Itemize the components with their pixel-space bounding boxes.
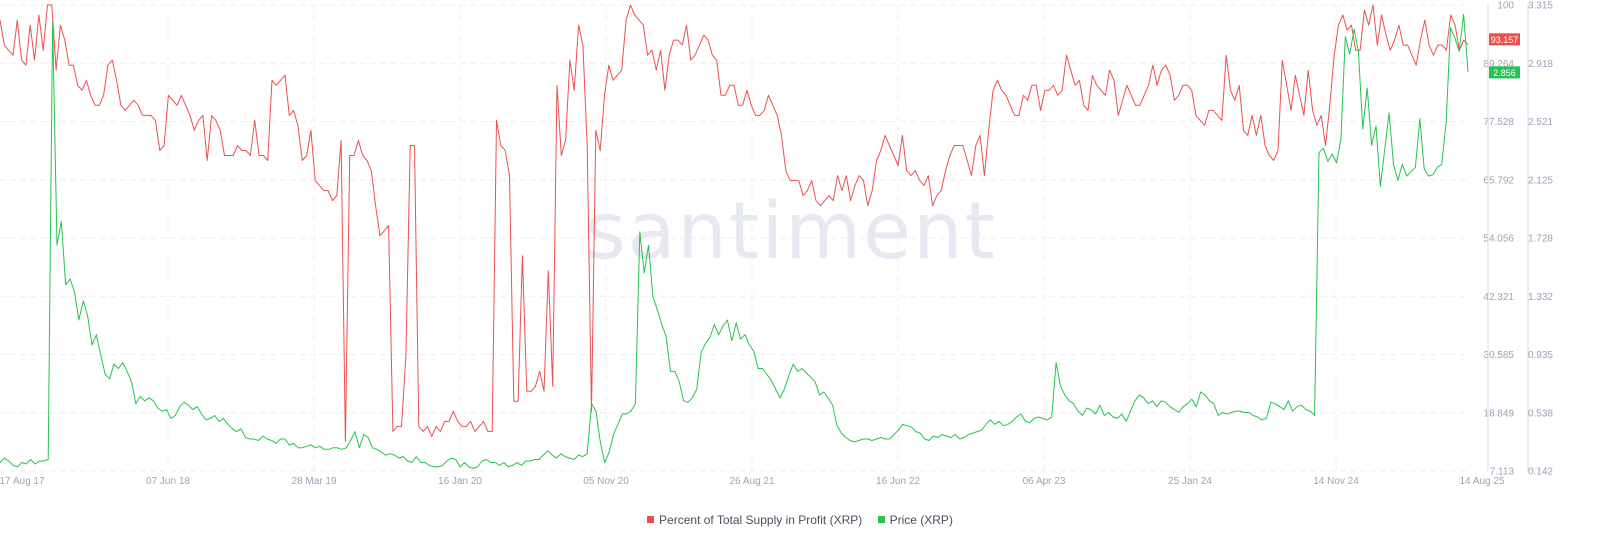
y-right-tick-label: 3.315 [1528,1,1553,12]
legend-item-profit[interactable]: Percent of Total Supply in Profit (XRP) [647,513,862,527]
series-layer [0,4,1469,469]
legend: Percent of Total Supply in Profit (XRP) … [0,512,1600,527]
y-left-tick-label: 54.056 [1483,234,1514,245]
legend-label-price: Price (XRP) [889,512,953,527]
y-left-tick-label: 100 [1497,1,1514,12]
x-tick-label: 17 Aug 17 [0,476,45,487]
santiment-watermark: santiment [585,187,997,277]
x-tick-label: 14 Aug 25 [1459,476,1504,487]
x-tick-label: 16 Jun 22 [876,476,920,487]
y-right-tick-label: 2.521 [1528,117,1553,128]
y-right-tick-label: 0.538 [1528,408,1553,419]
y-right-tick-label: 0.142 [1528,467,1553,478]
y-left-tick-label: 89.264 [1483,59,1514,70]
watermark-dot [972,230,980,238]
price-last-value-badge-text: 2.856 [1493,68,1516,78]
y-left-tick-label: 42.321 [1483,292,1514,303]
profit-last-value-badge-text: 93.157 [1491,35,1519,45]
x-tick-label: 26 Aug 21 [729,476,774,487]
y-right-tick-label: 2.918 [1528,59,1553,70]
y-right-tick-label: 1.728 [1528,234,1553,245]
profit-last-value-badge: 93.157 [1489,33,1520,46]
x-tick-label: 16 Jan 20 [438,476,482,487]
price-last-value-badge-bg [1489,66,1520,79]
legend-swatch-profit [647,516,655,523]
x-tick-label: 25 Jan 24 [1168,476,1212,487]
y-left-tick-label: 7.113 [1490,467,1515,478]
x-tick-label: 28 Mar 19 [291,476,336,487]
x-tick-label: 06 Apr 23 [1023,476,1066,487]
price-last-value-badge: 2.856 [1489,66,1520,79]
x-tick-label: 14 Nov 24 [1313,476,1359,487]
grid-layer [0,4,1468,472]
y-left-tick-label: 77.528 [1483,117,1514,128]
profit-line[interactable] [0,4,1469,442]
y-left-tick-label: 30.585 [1483,350,1514,361]
x-tick-label: 07 Jun 18 [146,476,190,487]
price-line[interactable] [0,14,1469,469]
profit-last-value-badge-bg [1489,33,1520,46]
y-right-tick-label: 2.125 [1528,175,1553,186]
legend-swatch-price [877,516,885,523]
label-layer: 93.157 2.856 [1489,33,1520,79]
y-left-tick-label: 18.849 [1483,408,1514,419]
legend-label-profit: Percent of Total Supply in Profit (XRP) [659,512,863,527]
axis-layer: 100 89.264 77.528 65.792 54.056 42.321 30.585 1… [0,1,1553,488]
y-right-tick-label: 1.332 [1528,292,1553,303]
y-left-tick-label: 65.792 [1483,175,1514,186]
y-right-tick-label: 0.935 [1528,350,1553,361]
legend-item-price[interactable]: Price (XRP) [877,512,953,527]
x-tick-label: 05 Nov 20 [583,476,629,487]
